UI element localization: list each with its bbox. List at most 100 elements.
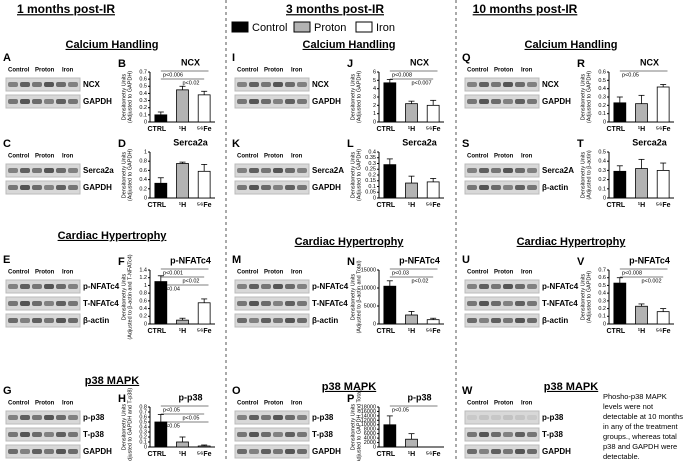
- blot-band: [503, 99, 513, 104]
- y-tick-label: 0.5: [139, 84, 147, 90]
- blot-band: [527, 449, 537, 454]
- x-tick-label: ⁵⁶Fe: [656, 328, 671, 335]
- blot-band: [479, 415, 489, 420]
- blot-band: [467, 82, 477, 87]
- x-tick-label: ⁵⁶Fe: [197, 328, 212, 335]
- y-tick-label: 16000: [361, 409, 376, 415]
- blot-band: [503, 318, 513, 323]
- chart-title: p-p38: [178, 392, 202, 402]
- chart-title: NCX: [640, 57, 659, 67]
- y-tick-label: 0.8: [139, 291, 147, 297]
- x-tick-label: CTRL: [376, 451, 395, 458]
- lane-label: Proton: [35, 154, 55, 160]
- legend-swatch: [293, 21, 311, 33]
- blot-band: [527, 82, 537, 87]
- legend-label: Iron: [376, 22, 395, 34]
- y-tick-label: 4: [373, 86, 376, 92]
- lane-label: Iron: [62, 68, 74, 74]
- section-heading: p38 MAPK: [85, 375, 139, 387]
- blot-strip: [234, 296, 310, 311]
- blot-band: [237, 415, 247, 420]
- y-tick-label: 0.2: [368, 172, 376, 178]
- y-axis-label: Densitometry Units: [121, 404, 127, 451]
- x-tick-label: ⁵⁶Fe: [197, 202, 212, 209]
- legend-swatch: [231, 21, 249, 33]
- blot-band: [32, 168, 42, 173]
- blot-band: [56, 168, 66, 173]
- y-tick-label: 2: [373, 103, 376, 109]
- blot-band: [273, 82, 283, 87]
- y-axis-label: (Adjusted to GAPDH): [127, 71, 133, 123]
- blot-band: [467, 432, 477, 437]
- blot-band: [503, 432, 513, 437]
- panel-letter: L: [347, 138, 354, 150]
- blot-band: [515, 415, 525, 420]
- panel-letter: O: [232, 385, 241, 397]
- bar: [197, 445, 211, 448]
- y-tick-label: 0.4: [598, 159, 606, 165]
- x-tick-label: ¹H: [408, 451, 415, 458]
- lane-label: Control: [467, 401, 489, 407]
- y-axis-label: (Adjusted to β-actin): [586, 150, 592, 199]
- column-title: 3 months post-IR: [286, 2, 384, 16]
- column-title: 10 months post-IR: [473, 2, 578, 16]
- blot-band: [479, 168, 489, 173]
- blot-band: [8, 99, 18, 104]
- section-heading: Cardiac Hypertrophy: [295, 236, 405, 248]
- x-tick-label: ⁵⁶Fe: [197, 451, 212, 458]
- y-axis-label: (Adjusted to GAPDH and Total): [356, 389, 362, 461]
- row-label: β-actin: [542, 183, 568, 192]
- panel-letter: T: [577, 138, 584, 150]
- row-label: p-p38: [542, 413, 564, 422]
- panel-letter: E: [3, 254, 10, 266]
- blot-band: [273, 432, 283, 437]
- blot-band: [261, 432, 271, 437]
- blot-band: [44, 318, 54, 323]
- y-axis-label: Densitometry Units: [580, 274, 586, 321]
- significance-label: p<0.05: [163, 423, 180, 429]
- row-label: GAPDH: [312, 183, 341, 192]
- blot-band: [491, 415, 501, 420]
- blot-band: [491, 168, 501, 173]
- row-label: Serca2A: [312, 166, 344, 175]
- blot-band: [273, 168, 283, 173]
- y-tick-label: 0.15: [365, 178, 376, 184]
- section-heading: Calcium Handling: [303, 39, 396, 51]
- y-tick-label: 1.2: [139, 275, 147, 281]
- blot-band: [273, 449, 283, 454]
- lane-label: Proton: [494, 401, 514, 407]
- blot-band: [503, 449, 513, 454]
- blot-strip: [5, 279, 81, 294]
- blot-band: [479, 99, 489, 104]
- blot-band: [467, 284, 477, 289]
- y-tick-label: 1: [373, 111, 376, 117]
- blot-band: [44, 168, 54, 173]
- bar: [383, 285, 397, 325]
- y-tick-label: 0.2: [139, 105, 147, 111]
- y-tick-label: 0: [373, 444, 376, 450]
- blot-band: [32, 99, 42, 104]
- blot-band: [467, 318, 477, 323]
- blot-band: [32, 82, 42, 87]
- lane-label: Control: [8, 270, 30, 276]
- row-label: p-p38: [312, 413, 334, 422]
- blot-band: [8, 301, 18, 306]
- blot-strip: [234, 279, 310, 294]
- x-tick-label: CTRL: [606, 202, 625, 209]
- chart-title: Serca2a: [173, 137, 209, 147]
- blot-band: [8, 318, 18, 323]
- y-tick-label: 0: [144, 444, 147, 450]
- lane-label: Control: [467, 154, 489, 160]
- significance-label: p<0.007: [412, 80, 432, 86]
- y-tick-label: 0.05: [365, 190, 376, 196]
- row-label: T-NFATc4: [312, 299, 348, 308]
- blot-strip: [5, 296, 81, 311]
- blot-band: [68, 318, 78, 323]
- blot-strip: [234, 427, 310, 442]
- section-heading: Calcium Handling: [525, 39, 618, 51]
- x-tick-label: ¹H: [179, 451, 186, 458]
- blot-band: [237, 301, 247, 306]
- significance-label: p<0.006: [163, 72, 183, 78]
- lane-label: Control: [237, 401, 259, 407]
